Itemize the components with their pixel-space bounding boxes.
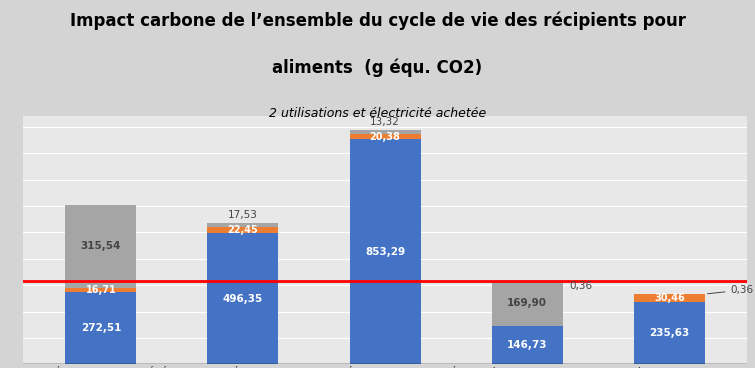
Text: 169,90: 169,90: [507, 298, 547, 308]
Text: 496,35: 496,35: [223, 294, 263, 304]
Text: 20,38: 20,38: [370, 132, 400, 142]
Bar: [492, 326, 562, 364]
Bar: [350, 139, 421, 364]
Text: 235,63: 235,63: [649, 328, 689, 338]
Bar: [208, 227, 279, 233]
Text: 853,29: 853,29: [365, 247, 405, 257]
Text: 315,54: 315,54: [81, 241, 121, 251]
Text: 0,36: 0,36: [570, 281, 593, 291]
Text: 16,71: 16,71: [85, 285, 116, 295]
Bar: [208, 233, 279, 364]
Bar: [633, 294, 705, 302]
Text: 0,36: 0,36: [707, 285, 753, 295]
Bar: [350, 130, 421, 134]
Bar: [65, 288, 137, 293]
Text: 272,51: 272,51: [81, 323, 121, 333]
Text: 22,45: 22,45: [227, 226, 258, 236]
Text: 146,73: 146,73: [507, 340, 547, 350]
Bar: [65, 293, 137, 364]
Bar: [350, 134, 421, 139]
Bar: [633, 302, 705, 364]
Bar: [492, 281, 562, 326]
Text: aliments  (g équ. CO2): aliments (g équ. CO2): [273, 59, 482, 77]
Text: 2 utilisations et électricité achetée: 2 utilisations et électricité achetée: [269, 107, 486, 120]
Text: 17,53: 17,53: [228, 210, 258, 220]
Text: 30,46: 30,46: [654, 293, 685, 303]
Bar: [65, 205, 137, 288]
Text: 13,32: 13,32: [370, 117, 400, 127]
Text: Impact carbone de l’ensemble du cycle de vie des récipients pour: Impact carbone de l’ensemble du cycle de…: [69, 11, 686, 29]
Bar: [208, 223, 279, 227]
